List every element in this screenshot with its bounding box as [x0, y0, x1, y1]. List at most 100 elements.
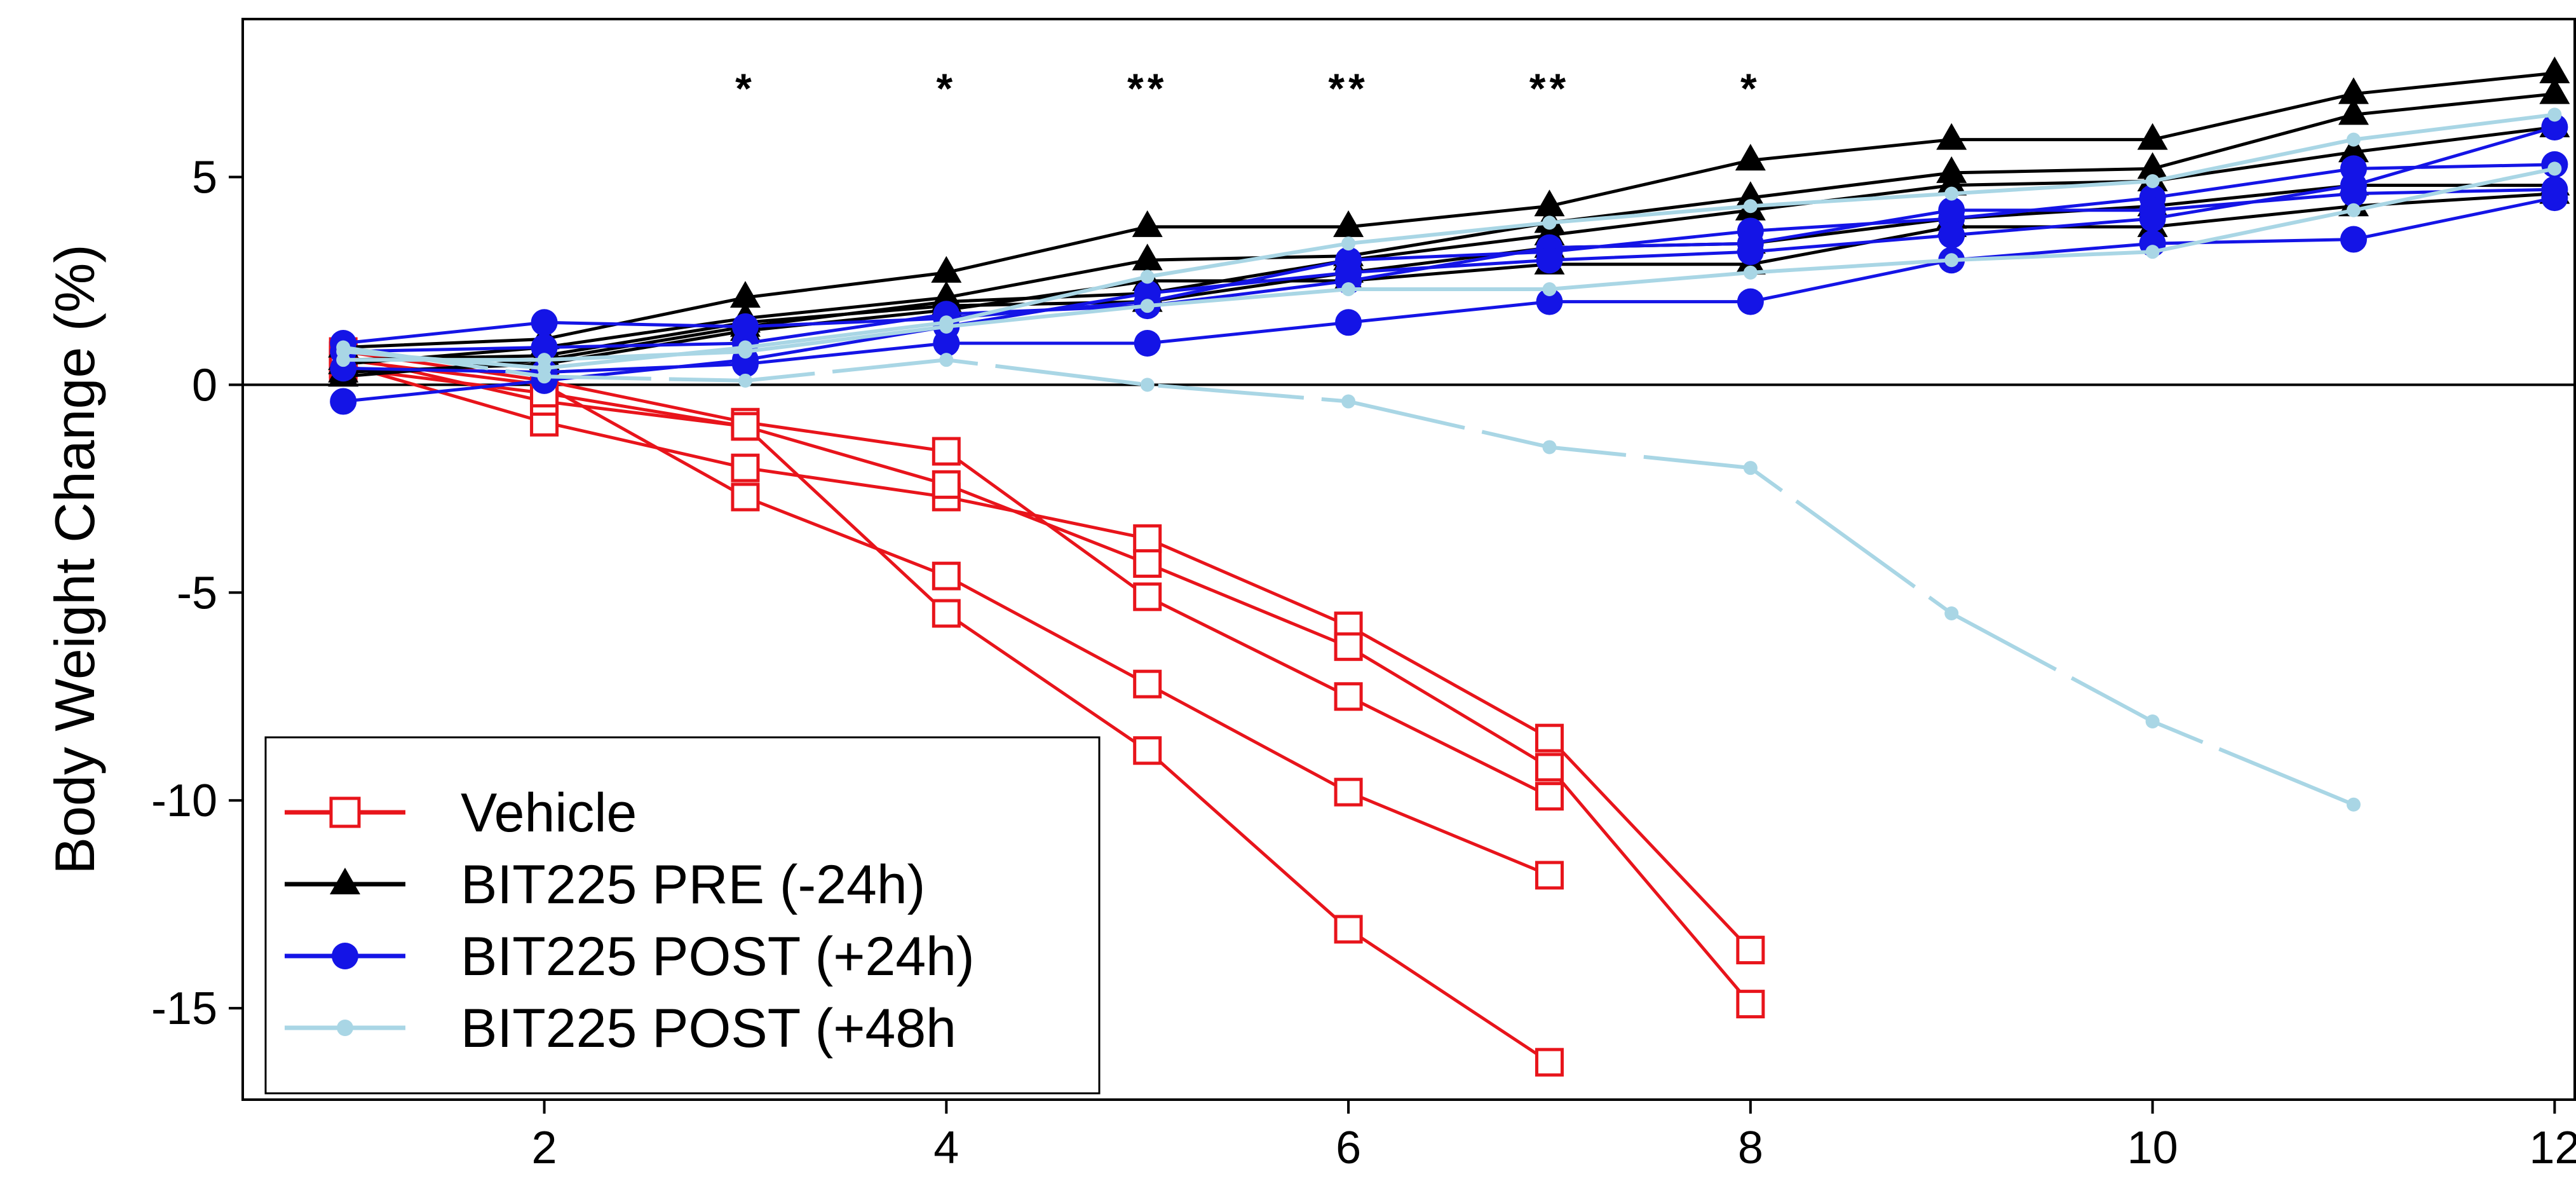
x-tick-label: 2 [532, 1123, 557, 1173]
point-marker [1333, 210, 1364, 237]
legend-box [264, 736, 1101, 1095]
point-marker [1132, 243, 1163, 271]
point-marker [1334, 915, 1363, 944]
point-marker [939, 353, 954, 367]
y-tick-label: -5 [177, 568, 217, 618]
point-marker [2139, 205, 2166, 232]
point-marker [1133, 549, 1162, 578]
point-marker [1542, 282, 1557, 296]
significance-mark: * [735, 65, 756, 112]
point-marker [1542, 215, 1557, 230]
significance-marks: * * ** ** ** * [735, 65, 1757, 112]
series-line [343, 196, 2555, 374]
series [328, 56, 2570, 387]
point-marker [537, 353, 552, 367]
point-marker [1133, 669, 1162, 699]
point-marker [2145, 714, 2160, 728]
y-tick-label: 0 [192, 360, 217, 411]
point-marker [2541, 114, 2568, 140]
point-marker [2547, 107, 2562, 122]
plot-frame [241, 18, 2576, 1101]
point-marker [2346, 203, 2361, 217]
point-marker [731, 453, 760, 482]
point-marker [2539, 56, 2570, 83]
point-marker [1140, 299, 1155, 313]
point-marker [2137, 123, 2168, 150]
point-marker [1536, 247, 1563, 274]
point-marker [1938, 196, 1965, 224]
point-marker [729, 281, 761, 308]
point-marker [332, 943, 358, 969]
series-line [342, 92, 2555, 366]
series-line [342, 113, 2555, 371]
legend-label: Vehicle [461, 782, 637, 843]
y-tick-label: -10 [151, 775, 217, 826]
y-axis-label: Body Weight Change (%) [43, 244, 106, 874]
point-marker [1736, 990, 1765, 1019]
point-marker [1133, 582, 1162, 611]
point-marker [336, 340, 351, 355]
point-marker [330, 867, 360, 894]
point-marker [1140, 270, 1155, 284]
point-marker [1341, 394, 1356, 409]
point-marker [1334, 682, 1363, 711]
point-marker [1341, 236, 1356, 251]
series [330, 114, 2568, 415]
point-marker [531, 309, 558, 336]
point-marker [1534, 189, 1565, 217]
point-marker [1535, 861, 1564, 890]
point-marker [1335, 259, 1362, 286]
point-marker [1536, 288, 1563, 315]
point-marker [2145, 174, 2160, 188]
series-line [342, 163, 2555, 345]
point-marker [1134, 280, 1161, 307]
legend: Vehicle BIT225 PRE (-24h) BIT225 POST (+24… [264, 736, 1101, 1095]
series [336, 340, 2361, 812]
point-marker [1944, 186, 1959, 201]
point-marker [336, 353, 351, 367]
legend-label: BIT225 POST (+24h) [461, 926, 975, 987]
point-marker [2539, 77, 2570, 104]
point-marker [1535, 1048, 1564, 1077]
point-marker [1133, 736, 1162, 765]
y-tick-label: -15 [151, 983, 217, 1034]
point-marker [939, 319, 954, 334]
point-marker [1944, 606, 1959, 620]
point-marker [1140, 378, 1155, 392]
point-marker [1134, 330, 1161, 357]
legend-label: BIT225 PRE (-24h) [461, 854, 925, 915]
series-line [343, 184, 2555, 362]
significance-mark: ** [1328, 65, 1368, 112]
series-line [343, 71, 2555, 350]
point-marker [2547, 161, 2562, 176]
point-marker [931, 256, 962, 283]
point-marker [1133, 524, 1162, 553]
series-line [342, 362, 1752, 952]
point-marker [2338, 98, 2369, 125]
series-line [343, 192, 2555, 374]
point-marker [731, 412, 760, 441]
point-marker [1938, 222, 1965, 249]
point-marker [1737, 238, 1764, 266]
point-marker [1743, 265, 1758, 280]
point-marker [1535, 782, 1564, 811]
series-line [342, 125, 2556, 404]
x-tick-label: 6 [1336, 1123, 1361, 1173]
x-axis-ticks: 2 4 6 8 10 12 [532, 1100, 2576, 1173]
x-tick-label: 12 [2529, 1123, 2576, 1173]
point-marker [738, 345, 752, 359]
legend-label: BIT225 POST (+48h [461, 998, 956, 1059]
point-marker [1735, 144, 1766, 171]
point-marker [932, 470, 961, 499]
point-marker [2340, 226, 2367, 253]
point-marker [932, 561, 961, 591]
point-marker [537, 369, 552, 384]
point-marker [329, 796, 361, 828]
point-marker [2145, 245, 2160, 259]
point-marker [1743, 461, 1758, 475]
point-marker [738, 373, 752, 388]
point-marker [1736, 936, 1765, 965]
y-tick-label: 5 [192, 152, 217, 203]
point-marker [1944, 253, 1959, 268]
